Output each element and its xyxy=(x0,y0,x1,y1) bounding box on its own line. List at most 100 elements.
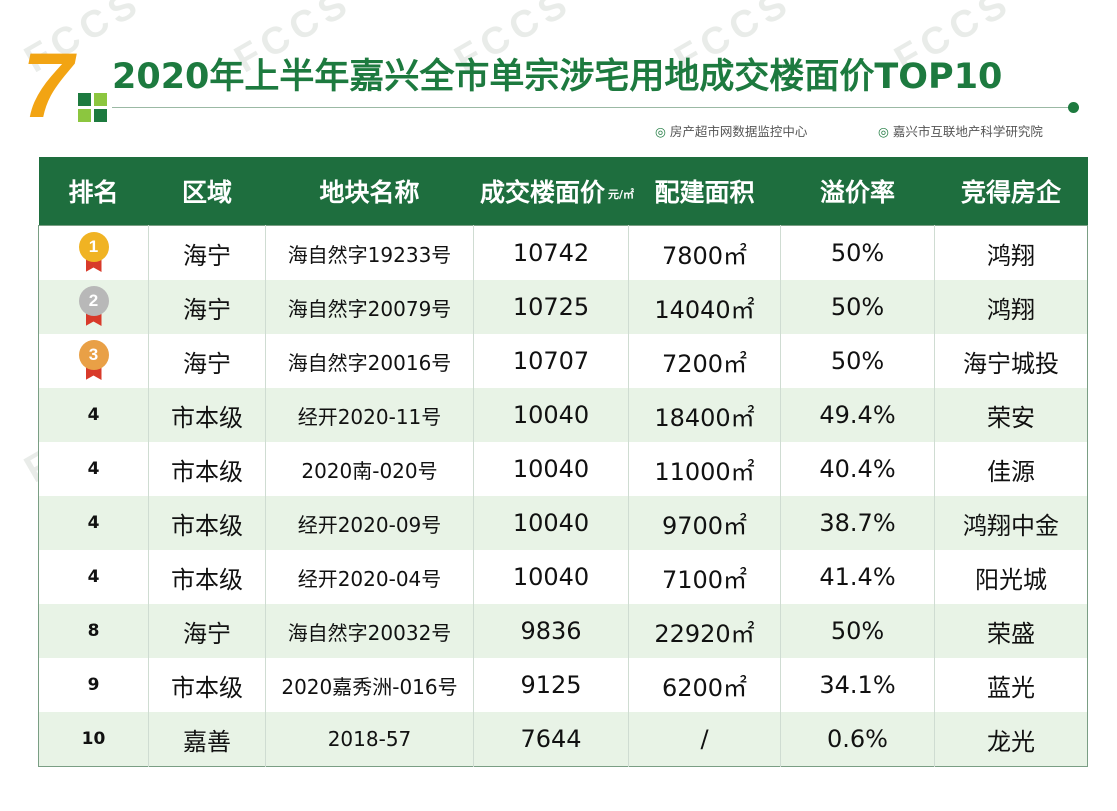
price-cell: 7644 xyxy=(473,712,629,767)
plot-name-cell: 海自然字20016号 xyxy=(265,334,474,388)
col-header-price: 成交楼面价 元/㎡ xyxy=(473,157,635,226)
rank-cell: 2 xyxy=(38,280,149,334)
title-divider-dot xyxy=(1068,102,1079,113)
company-cell: 蓝光 xyxy=(934,658,1088,712)
plot-name-cell: 2020嘉秀洲-016号 xyxy=(265,658,474,712)
district-cell: 市本级 xyxy=(148,388,266,442)
rank-cell: 1 xyxy=(38,225,149,280)
area-cell: / xyxy=(628,712,781,767)
area-cell: 7100㎡ xyxy=(628,550,781,604)
medal-icon: 3 xyxy=(78,340,109,382)
district-cell: 海宁 xyxy=(148,225,266,280)
table-row: 10 嘉善 2018-57 7644/0.6% 龙光 xyxy=(38,712,1088,767)
company-cell: 鸿翔中金 xyxy=(934,496,1088,550)
company-cell: 龙光 xyxy=(934,712,1088,767)
col-header-premium: 溢价率 xyxy=(780,157,935,226)
col-header-company: 竞得房企 xyxy=(934,157,1088,226)
rank-cell: 3 xyxy=(38,334,149,388)
table-row: 4 市本级 经开2020-11号 10040 18400㎡ 49.4% 荣安 xyxy=(38,388,1088,442)
area-cell: 6200㎡ xyxy=(628,658,781,712)
district-cell: 市本级 xyxy=(148,496,266,550)
table-row: 3 海宁 海自然字20016号 10707 7200㎡ 50% 海宁城投 xyxy=(38,334,1088,388)
ranking-table: 排名 区域 地块名称 成交楼面价 元/㎡ 配建面积 溢价率 竞得房企 1 海宁 海自然… xyxy=(38,157,1088,767)
premium-cell: 38.7% xyxy=(780,496,935,550)
price-cell: 10040 xyxy=(473,496,629,550)
table-header-row: 排名 区域 地块名称 成交楼面价 元/㎡ 配建面积 溢价率 竞得房企 xyxy=(38,157,1088,226)
rank-cell: 10 xyxy=(38,712,149,767)
table-row: 4 市本级 2020南-020号 10040 11000㎡ 40.4% 佳源 xyxy=(38,442,1088,496)
area-cell: 9700㎡ xyxy=(628,496,781,550)
area-cell: 7800㎡ xyxy=(628,225,781,280)
district-cell: 市本级 xyxy=(148,658,266,712)
col-header-area: 配建面积 xyxy=(628,157,781,226)
rank-cell: 4 xyxy=(38,496,149,550)
area-cell: 14040㎡ xyxy=(628,280,781,334)
district-cell: 海宁 xyxy=(148,604,266,658)
district-cell: 嘉善 xyxy=(148,712,266,767)
table-row: 4 市本级 经开2020-09号 10040 9700㎡ 38.7% 鸿翔中金 xyxy=(38,496,1088,550)
rank-cell: 8 xyxy=(38,604,149,658)
rank-cell: 4 xyxy=(38,442,149,496)
source-credit-1: ◎ 房产超市网数据监控中心 xyxy=(655,124,808,139)
company-cell: 鸿翔 xyxy=(934,280,1088,334)
medal-icon: 1 xyxy=(78,232,109,274)
price-cell: 9125 xyxy=(473,658,629,712)
plot-name-cell: 海自然字20032号 xyxy=(265,604,474,658)
plot-name-cell: 经开2020-04号 xyxy=(265,550,474,604)
area-cell: 18400㎡ xyxy=(628,388,781,442)
medal-icon: 2 xyxy=(78,286,109,328)
area-cell: 22920㎡ xyxy=(628,604,781,658)
premium-cell: 40.4% xyxy=(780,442,935,496)
logo-icon xyxy=(78,93,108,123)
table-row: 2 海宁 海自然字20079号 10725 14040㎡ 50% 鸿翔 xyxy=(38,280,1088,334)
company-cell: 海宁城投 xyxy=(934,334,1088,388)
page-title: 2020年上半年嘉兴全市单宗涉宅用地成交楼面价TOP10 xyxy=(112,57,1003,97)
rank-cell: 4 xyxy=(38,550,149,604)
district-cell: 市本级 xyxy=(148,550,266,604)
area-cell: 7200㎡ xyxy=(628,334,781,388)
premium-cell: 50% xyxy=(780,334,935,388)
premium-cell: 34.1% xyxy=(780,658,935,712)
title-divider xyxy=(112,107,1070,108)
source-credit-2: ◎ 嘉兴市互联地产科学研究院 xyxy=(878,124,1043,139)
district-cell: 海宁 xyxy=(148,280,266,334)
district-cell: 市本级 xyxy=(148,442,266,496)
company-cell: 荣盛 xyxy=(934,604,1088,658)
rank-cell: 9 xyxy=(38,658,149,712)
premium-cell: 50% xyxy=(780,604,935,658)
price-cell: 10040 xyxy=(473,442,629,496)
rank-cell: 4 xyxy=(38,388,149,442)
price-cell: 10707 xyxy=(473,334,629,388)
price-cell: 10725 xyxy=(473,280,629,334)
premium-cell: 0.6% xyxy=(780,712,935,767)
company-cell: 阳光城 xyxy=(934,550,1088,604)
col-header-plot: 地块名称 xyxy=(265,157,474,226)
district-cell: 海宁 xyxy=(148,334,266,388)
premium-cell: 49.4% xyxy=(780,388,935,442)
copyright-icon: ◎ xyxy=(878,124,889,139)
plot-name-cell: 经开2020-09号 xyxy=(265,496,474,550)
area-cell: 11000㎡ xyxy=(628,442,781,496)
price-cell: 10742 xyxy=(473,225,629,280)
plot-name-cell: 2018-57 xyxy=(265,712,474,767)
company-cell: 佳源 xyxy=(934,442,1088,496)
price-cell: 9836 xyxy=(473,604,629,658)
plot-name-cell: 经开2020-11号 xyxy=(265,388,474,442)
table-row: 1 海宁 海自然字19233号 10742 7800㎡ 50% 鸿翔 xyxy=(38,225,1088,280)
col-header-district: 区域 xyxy=(148,157,266,226)
price-cell: 10040 xyxy=(473,388,629,442)
table-row: 4 市本级 经开2020-04号 10040 7100㎡ 41.4% 阳光城 xyxy=(38,550,1088,604)
premium-cell: 50% xyxy=(780,225,935,280)
company-cell: 鸿翔 xyxy=(934,225,1088,280)
table-row: 8 海宁 海自然字20032号 9836 22920㎡ 50% 荣盛 xyxy=(38,604,1088,658)
price-unit: 元/㎡ xyxy=(608,187,635,201)
plot-name-cell: 2020南-020号 xyxy=(265,442,474,496)
plot-name-cell: 海自然字20079号 xyxy=(265,280,474,334)
premium-cell: 41.4% xyxy=(780,550,935,604)
table-row: 9 市本级 2020嘉秀洲-016号 9125 6200㎡ 34.1% 蓝光 xyxy=(38,658,1088,712)
copyright-icon: ◎ xyxy=(655,124,666,139)
col-header-rank: 排名 xyxy=(38,157,149,226)
premium-cell: 50% xyxy=(780,280,935,334)
section-number: 7 xyxy=(22,35,74,137)
price-cell: 10040 xyxy=(473,550,629,604)
